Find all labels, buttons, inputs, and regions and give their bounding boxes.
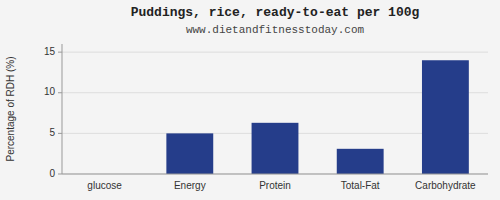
tick-label: 5 [49, 127, 55, 138]
tick-mark [58, 52, 62, 53]
x-axis: glucose Energy Protein Total-Fat Carbohydrat… [87, 180, 476, 191]
bar [166, 133, 213, 174]
tick-label: 10 [44, 86, 56, 97]
tick-mark [58, 133, 62, 134]
bar [252, 123, 299, 174]
bar [337, 149, 384, 174]
tick-label: 15 [44, 46, 56, 57]
grid-line [62, 52, 488, 53]
tick-label: Carbohydrate [415, 180, 476, 191]
tick-label: glucose [87, 180, 122, 191]
y-axis: 0 5 10 15 [44, 46, 488, 179]
tick-label: Total-Fat [341, 180, 380, 191]
tick-label: Protein [259, 180, 291, 191]
bar [422, 60, 469, 174]
chart: Puddings, rice, ready-to-eat per 100g www… [0, 0, 500, 200]
title: Puddings, rice, ready-to-eat per 100g [131, 5, 420, 20]
chart-container: Puddings, rice, ready-to-eat per 100g www… [0, 0, 500, 200]
tick-mark [58, 174, 62, 175]
tick-label: Energy [174, 180, 206, 191]
x-axis-line [62, 174, 488, 175]
bars [166, 60, 468, 174]
subtitle: www.dietandfitnesstoday.com [186, 24, 365, 36]
y-axis-line [62, 44, 63, 174]
tick-label: 0 [49, 168, 55, 179]
y-axis-label: Percentage of RDH (%) [5, 56, 16, 161]
tick-mark [58, 92, 62, 93]
grid-line [62, 174, 488, 175]
